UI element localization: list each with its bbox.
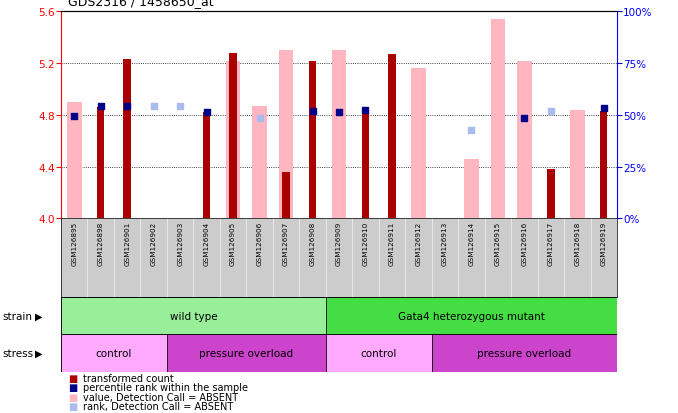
Text: ■: ■ <box>68 382 77 392</box>
Bar <box>432 335 617 372</box>
Bar <box>464 159 479 219</box>
Text: GSM126906: GSM126906 <box>256 221 262 266</box>
Text: ▶: ▶ <box>35 311 43 321</box>
Point <box>175 103 186 110</box>
Text: GDS2316 / 1458650_at: GDS2316 / 1458650_at <box>68 0 214 8</box>
Point <box>519 115 530 121</box>
Text: wild type: wild type <box>170 311 217 321</box>
Bar <box>362 113 370 219</box>
Text: GSM126902: GSM126902 <box>151 221 157 266</box>
Bar <box>491 20 505 219</box>
Text: ▶: ▶ <box>35 348 43 358</box>
Bar <box>61 335 167 372</box>
Text: ■: ■ <box>68 392 77 402</box>
Point <box>360 107 371 114</box>
Bar <box>325 335 432 372</box>
Text: GSM126918: GSM126918 <box>574 221 580 266</box>
Text: GSM126915: GSM126915 <box>495 221 501 266</box>
Text: GSM126917: GSM126917 <box>548 221 554 266</box>
Point <box>307 109 318 115</box>
Bar <box>517 62 532 219</box>
Bar <box>547 170 555 219</box>
Bar <box>67 103 81 219</box>
Text: ■: ■ <box>68 401 77 411</box>
Bar <box>388 55 396 219</box>
Bar <box>308 62 316 219</box>
Text: GSM126911: GSM126911 <box>389 221 395 266</box>
Text: percentile rank within the sample: percentile rank within the sample <box>83 382 247 392</box>
Point <box>148 103 159 110</box>
Text: control: control <box>361 348 397 358</box>
Text: GSM126913: GSM126913 <box>442 221 448 266</box>
Point <box>598 106 609 112</box>
Bar <box>411 69 426 219</box>
Bar <box>226 62 241 219</box>
Text: GSM126901: GSM126901 <box>124 221 130 266</box>
Bar <box>123 60 131 219</box>
Point <box>96 103 106 110</box>
Text: pressure overload: pressure overload <box>477 348 572 358</box>
Text: ■: ■ <box>68 373 77 383</box>
Text: GSM126912: GSM126912 <box>416 221 422 266</box>
Point <box>69 114 80 120</box>
Text: pressure overload: pressure overload <box>199 348 294 358</box>
Text: GSM126904: GSM126904 <box>203 221 210 266</box>
Bar <box>570 111 584 219</box>
Text: GSM126916: GSM126916 <box>521 221 527 266</box>
Text: GSM126905: GSM126905 <box>230 221 236 266</box>
Text: GSM126895: GSM126895 <box>71 221 77 266</box>
Text: value, Detection Call = ABSENT: value, Detection Call = ABSENT <box>83 392 238 402</box>
Text: GSM126910: GSM126910 <box>363 221 368 266</box>
Bar <box>600 112 607 219</box>
Text: stress: stress <box>2 348 33 358</box>
Bar <box>252 107 267 219</box>
Text: rank, Detection Call = ABSENT: rank, Detection Call = ABSENT <box>83 401 233 411</box>
Bar <box>203 113 210 219</box>
Point <box>254 115 265 121</box>
Point <box>466 128 477 135</box>
Text: GSM126908: GSM126908 <box>310 221 315 266</box>
Text: Gata4 heterozygous mutant: Gata4 heterozygous mutant <box>398 311 545 321</box>
Bar <box>167 335 325 372</box>
Text: GSM126909: GSM126909 <box>336 221 342 266</box>
Bar <box>332 51 346 219</box>
Point <box>201 110 212 116</box>
Bar <box>61 297 325 335</box>
Bar <box>282 173 290 219</box>
Text: transformed count: transformed count <box>83 373 174 383</box>
Text: strain: strain <box>2 311 32 321</box>
Text: GSM126914: GSM126914 <box>468 221 475 266</box>
Bar <box>97 108 104 219</box>
Bar <box>229 54 237 219</box>
Text: GSM126907: GSM126907 <box>283 221 289 266</box>
Point <box>545 109 556 115</box>
Bar <box>279 51 294 219</box>
Point <box>122 103 133 110</box>
Text: GSM126919: GSM126919 <box>601 221 607 266</box>
Text: GSM126898: GSM126898 <box>98 221 104 266</box>
Point <box>334 110 344 116</box>
Bar <box>325 297 617 335</box>
Text: GSM126903: GSM126903 <box>177 221 183 266</box>
Text: control: control <box>96 348 132 358</box>
